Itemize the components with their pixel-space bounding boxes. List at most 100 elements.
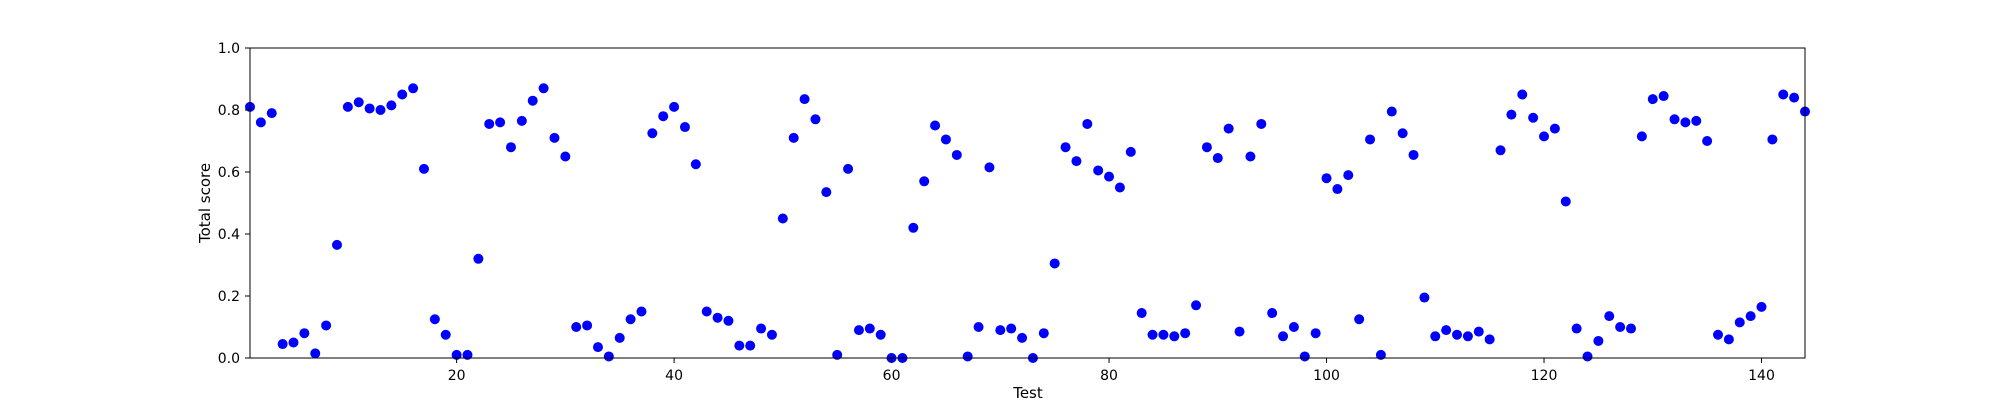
data-point [1691,115,1702,126]
data-point [875,329,886,340]
y-tick-label: 0.4 [218,227,240,243]
data-point [1658,91,1669,102]
data-point [962,351,973,362]
data-point [1017,332,1028,343]
data-point [832,349,843,360]
data-point [353,97,364,108]
data-point [810,114,821,125]
data-point [1223,123,1234,134]
data-point [1375,349,1386,360]
data-point [1071,156,1082,167]
data-point [799,94,810,105]
data-point [527,95,538,106]
data-point [821,187,832,198]
data-point [592,342,603,353]
data-point [1647,94,1658,105]
data-point [473,253,484,264]
data-point [636,306,647,317]
data-point [375,105,386,115]
data-point [723,315,734,326]
data-point [1517,89,1528,100]
data-point [1571,323,1582,334]
data-point [299,328,310,339]
data-point [1299,351,1310,362]
data-point [1462,331,1473,342]
data-point [516,115,527,126]
x-tick-label: 60 [883,368,901,384]
data-point [1669,114,1680,125]
data-point [1680,117,1691,128]
data-point [266,108,277,119]
data-point [1212,153,1223,164]
data-point [1082,118,1093,129]
data-point [701,306,712,317]
data-point [1354,314,1365,325]
data-point [321,320,332,331]
data-point [1234,326,1245,337]
data-point [984,162,995,173]
data-point [756,323,767,334]
data-point [1582,351,1593,362]
data-point [1473,326,1484,337]
data-point [277,339,288,350]
data-point [429,314,440,325]
data-point [451,349,462,360]
data-point [538,83,549,94]
data-point [712,312,723,323]
data-point [603,351,614,362]
data-point [1549,123,1560,134]
data-point [1397,128,1408,139]
data-point [1158,329,1169,340]
data-point [1191,300,1202,311]
data-point [1495,145,1506,156]
data-point [1288,322,1299,332]
data-point [1528,112,1539,123]
data-point [1125,146,1136,157]
data-point [1636,131,1647,142]
data-point [1713,329,1724,340]
data-point [853,325,864,336]
data-point [364,103,375,114]
y-tick-label: 0.0 [218,351,240,367]
x-tick-label: 40 [665,368,683,384]
data-point [440,329,451,340]
y-axis: 0.0 0.2 0.4 0.6 0.8 1.0 [218,41,250,367]
data-point [908,222,919,233]
data-point [1430,331,1441,342]
data-point [625,314,636,325]
data-point [1093,165,1104,176]
y-tick-label: 0.2 [218,289,240,305]
data-point [788,132,799,143]
data-point [549,132,560,143]
data-point [1104,171,1115,182]
data-point [495,117,506,128]
data-point [1006,323,1017,334]
data-point [930,120,941,131]
data-point [484,118,495,129]
y-axis-label: Total score [196,163,214,244]
data-point [571,322,582,332]
data-point [940,134,951,145]
data-point [690,159,701,170]
data-point [418,163,429,174]
data-point [1452,329,1463,340]
data-point [1560,196,1571,207]
data-point [310,348,321,359]
data-point [331,239,342,250]
data-point [462,349,473,360]
x-axis-label: Test [1012,384,1043,400]
data-point [679,122,690,133]
x-tick-label: 140 [1748,368,1775,384]
data-point [582,320,593,331]
data-point [1615,322,1626,332]
data-point [995,325,1006,336]
data-point [1201,142,1212,153]
data-point [1365,134,1376,145]
data-point [1626,323,1637,334]
data-point [1734,317,1745,328]
data-point [1245,151,1256,162]
data-point [1593,335,1604,346]
data-point [734,340,745,351]
data-point [1267,308,1278,319]
data-point [1321,173,1332,184]
